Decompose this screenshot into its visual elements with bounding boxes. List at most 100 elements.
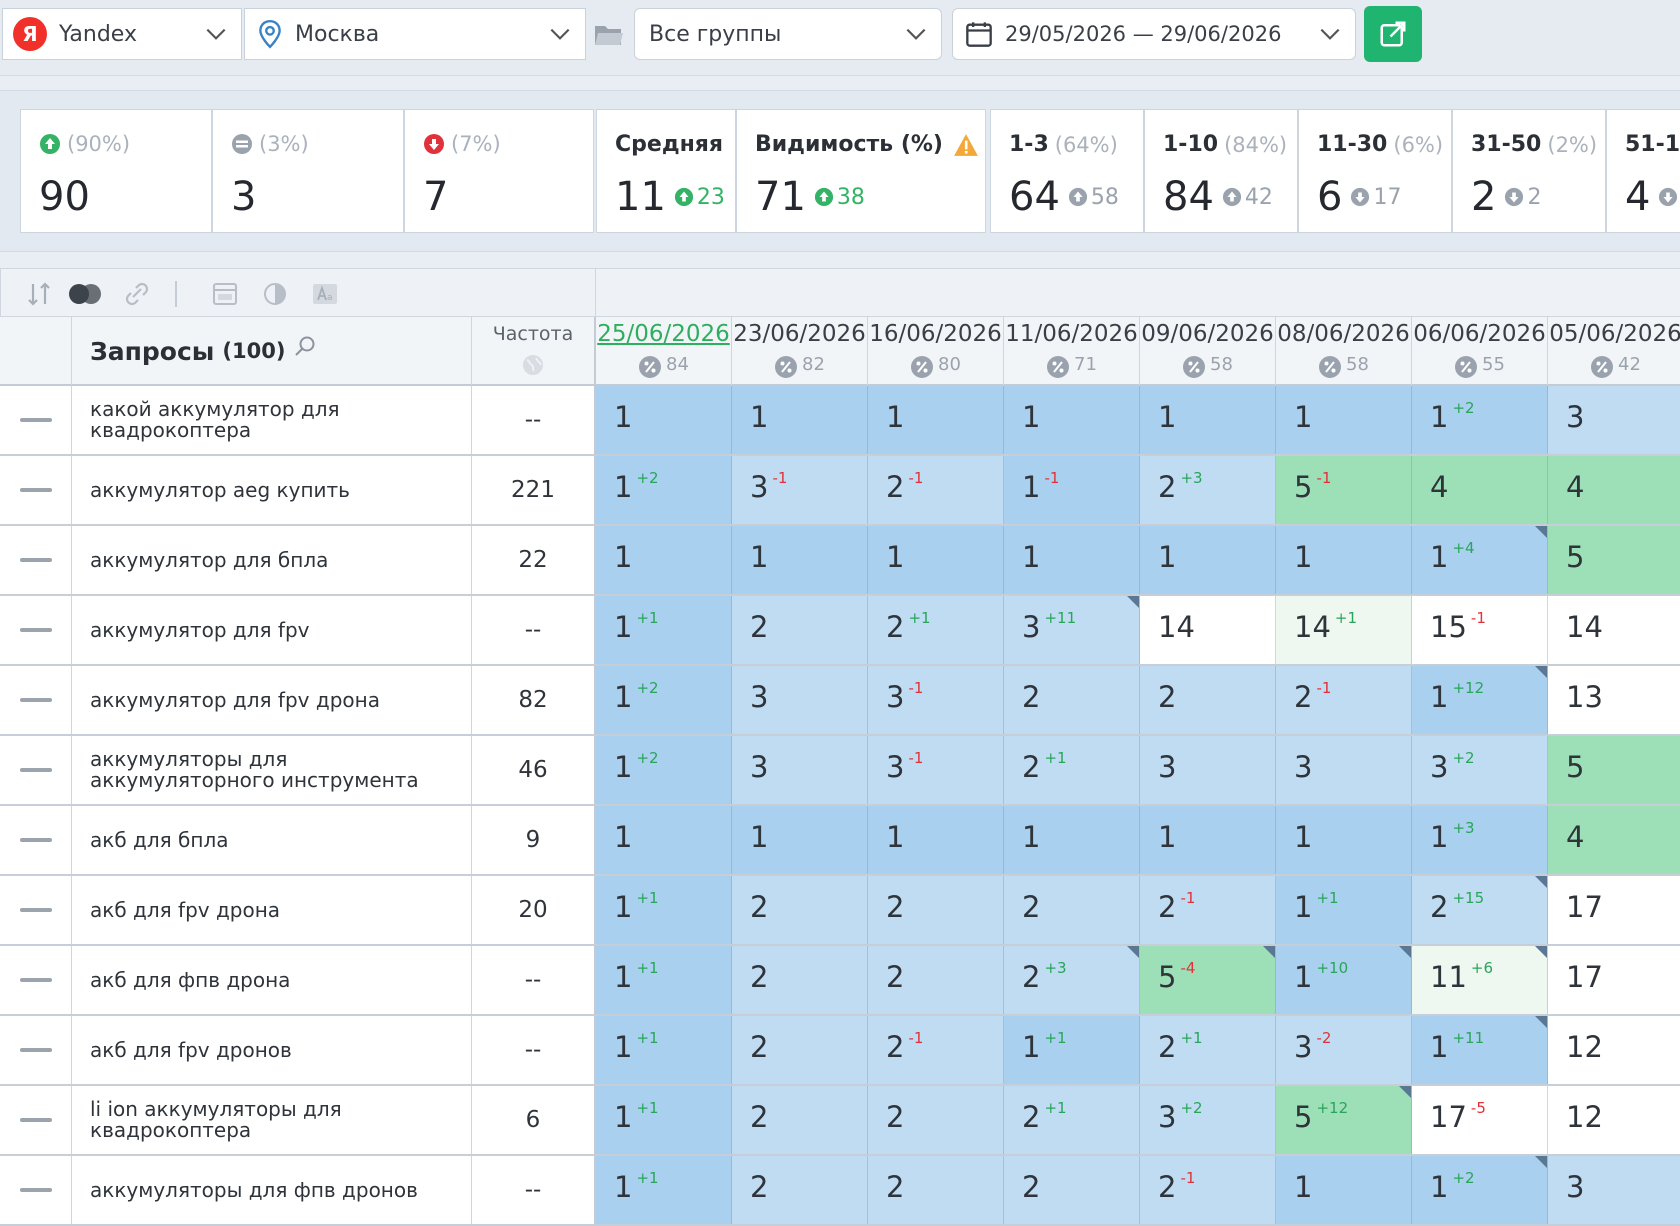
position-cell[interactable]: 2 -1 [1140, 1156, 1276, 1224]
row-select-cell[interactable] [0, 526, 72, 594]
position-cell[interactable]: 17 [1548, 876, 1680, 944]
stat-same[interactable]: (3%) 3 [212, 109, 404, 233]
position-cell[interactable]: 3 -1 [868, 736, 1004, 804]
position-cell[interactable]: 1 +4 [1412, 526, 1548, 594]
position-cell[interactable]: 1 +11 [1412, 1016, 1548, 1084]
position-cell[interactable]: 17 [1548, 946, 1680, 1014]
position-cell[interactable]: 5 -4 [1140, 946, 1276, 1014]
position-cell[interactable]: 2 +15 [1412, 876, 1548, 944]
position-cell[interactable]: 1 [1004, 806, 1140, 874]
position-cell[interactable]: 1 +1 [596, 1156, 732, 1224]
position-cell[interactable]: 1 [1276, 806, 1412, 874]
position-cell[interactable]: 1 [732, 526, 868, 594]
table-row[interactable]: акб для бпла 9 1 1 1 1 1 1 1 +3 4 [0, 806, 1680, 876]
row-select-cell[interactable] [0, 736, 72, 804]
position-cell[interactable]: 2 +1 [868, 596, 1004, 664]
contrast-icon[interactable] [261, 281, 289, 307]
group-select[interactable]: Все группы [634, 8, 942, 60]
position-cell[interactable]: 5 [1548, 736, 1680, 804]
row-select-cell[interactable] [0, 596, 72, 664]
date-label[interactable]: 25/06/2026 [597, 321, 730, 347]
date-column-header[interactable]: 05/06/2026 42 [1548, 317, 1680, 385]
position-cell[interactable]: 1 [596, 806, 732, 874]
date-range-select[interactable]: 29/05/2026 — 29/06/2026 [952, 8, 1356, 60]
region-select[interactable]: Москва [244, 8, 586, 60]
stat-range-31-50[interactable]: 31-50 (2%) 2 2 [1452, 109, 1606, 233]
date-column-header[interactable]: 08/06/2026 58 [1276, 317, 1412, 385]
position-cell[interactable]: 3 [1548, 1156, 1680, 1224]
position-cell[interactable]: 4 [1548, 806, 1680, 874]
table-row[interactable]: аккумулятор для fpv дрона 82 1 +2 3 3 -1 2 2 2 -1 1… [0, 666, 1680, 736]
position-cell[interactable]: 2 +1 [1004, 1086, 1140, 1154]
date-column-header[interactable]: 23/06/2026 82 [732, 317, 868, 385]
position-cell[interactable]: 1 +3 [1412, 806, 1548, 874]
table-row[interactable]: аккумуляторы для аккумуляторного инструм… [0, 736, 1680, 806]
search-engine-select[interactable]: Я Yandex [2, 8, 242, 60]
position-cell[interactable]: 1 [732, 386, 868, 454]
position-cell[interactable]: 1 [1140, 806, 1276, 874]
position-cell[interactable]: 1 +1 [596, 876, 732, 944]
position-cell[interactable]: 1 +10 [1276, 946, 1412, 1014]
table-row[interactable]: аккумулятор для бпла 22 1 1 1 1 1 1 1 +4 5 [0, 526, 1680, 596]
position-cell[interactable]: 1 [596, 526, 732, 594]
position-cell[interactable]: 12 [1548, 1016, 1680, 1084]
row-select-cell[interactable] [0, 386, 72, 454]
date-column-header[interactable]: 06/06/2026 55 [1412, 317, 1548, 385]
position-cell[interactable]: 13 [1548, 666, 1680, 734]
position-cell[interactable]: 1 [1140, 386, 1276, 454]
table-row[interactable]: какой аккумулятор для квадрокоптера -- 1 1 1… [0, 386, 1680, 456]
stat-down[interactable]: (7%) 7 [404, 109, 594, 233]
row-select-cell[interactable] [0, 1156, 72, 1224]
position-cell[interactable]: 1 [1004, 386, 1140, 454]
position-cell[interactable]: 1 [1004, 526, 1140, 594]
position-cell[interactable]: 12 [1548, 1086, 1680, 1154]
query-column-header[interactable]: Запросы (100) [72, 317, 472, 385]
position-cell[interactable]: 2 [1140, 666, 1276, 734]
position-cell[interactable]: 2 -1 [868, 1016, 1004, 1084]
position-cell[interactable]: 2 -1 [1276, 666, 1412, 734]
position-cell[interactable]: 3 -1 [868, 666, 1004, 734]
position-cell[interactable]: 1 +2 [1412, 1156, 1548, 1224]
position-cell[interactable]: 3 [1548, 386, 1680, 454]
date-column-header[interactable]: 25/06/2026 84 [596, 317, 732, 385]
position-cell[interactable]: 15 -1 [1412, 596, 1548, 664]
date-column-header[interactable]: 16/06/2026 80 [868, 317, 1004, 385]
position-cell[interactable]: 11 +6 [1412, 946, 1548, 1014]
row-select-cell[interactable] [0, 1016, 72, 1084]
position-cell[interactable]: 2 [1004, 666, 1140, 734]
position-cell[interactable]: 2 -1 [868, 456, 1004, 524]
table-row[interactable]: акб для fpv дронов -- 1 +1 2 2 -1 1 +1 2 +1 3 -2 1 +11… [0, 1016, 1680, 1086]
date-column-header[interactable]: 11/06/2026 71 [1004, 317, 1140, 385]
row-select-cell[interactable] [0, 946, 72, 1014]
row-select-cell[interactable] [0, 806, 72, 874]
position-cell[interactable]: 2 [732, 876, 868, 944]
position-cell[interactable]: 1 [1276, 1156, 1412, 1224]
row-select-cell[interactable] [0, 876, 72, 944]
position-cell[interactable]: 4 [1548, 456, 1680, 524]
position-cell[interactable]: 1 +1 [596, 596, 732, 664]
stat-visibility[interactable]: Видимость (%) 71 38 [736, 109, 986, 233]
position-cell[interactable]: 1 +1 [596, 1016, 732, 1084]
font-icon[interactable]: a [311, 281, 339, 307]
position-cell[interactable]: 2 -1 [1140, 876, 1276, 944]
position-cell[interactable]: 2 [732, 596, 868, 664]
toggle-view-icon[interactable] [67, 281, 103, 307]
stat-range-1-10[interactable]: 1-10 (84%) 84 42 [1144, 109, 1298, 233]
position-cell[interactable]: 2 +1 [1140, 1016, 1276, 1084]
table-row[interactable]: акб для fpv дрона 20 1 +1 2 2 2 2 -1 1 +1 2 +15 17 [0, 876, 1680, 946]
position-cell[interactable]: 3 +2 [1140, 1086, 1276, 1154]
position-cell[interactable]: 3 [732, 736, 868, 804]
frequency-column-header[interactable]: Частота [472, 317, 596, 385]
stat-up[interactable]: (90%) 90 [20, 109, 212, 233]
position-cell[interactable]: 1 +1 [596, 946, 732, 1014]
link-icon[interactable] [123, 281, 151, 307]
position-cell[interactable]: 1 [868, 526, 1004, 594]
row-select-cell[interactable] [0, 666, 72, 734]
position-cell[interactable]: 2 [1004, 1156, 1140, 1224]
position-cell[interactable]: 5 +12 [1276, 1086, 1412, 1154]
position-cell[interactable]: 1 +1 [596, 1086, 732, 1154]
position-cell[interactable]: 17 -5 [1412, 1086, 1548, 1154]
position-cell[interactable]: 5 [1548, 526, 1680, 594]
position-cell[interactable]: 1 +2 [596, 736, 732, 804]
table-row[interactable]: аккумулятор aeg купить 221 1 +2 3 -1 2 -1 1 -1 2 +3… [0, 456, 1680, 526]
